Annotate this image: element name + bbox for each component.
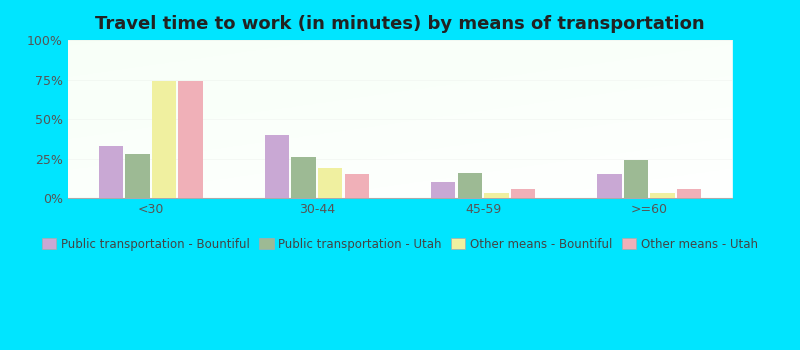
Bar <box>98 146 123 198</box>
Bar <box>484 193 509 198</box>
Bar <box>624 160 648 198</box>
Bar <box>598 174 622 198</box>
Bar <box>178 81 202 198</box>
Bar <box>677 189 702 198</box>
Bar <box>152 81 176 198</box>
Bar <box>458 173 482 198</box>
Bar <box>484 193 509 198</box>
Bar <box>431 182 455 198</box>
Bar <box>598 174 622 198</box>
Bar <box>458 173 482 198</box>
Legend: Public transportation - Bountiful, Public transportation - Utah, Other means - B: Public transportation - Bountiful, Publi… <box>38 233 762 256</box>
Bar <box>318 168 342 198</box>
Bar <box>98 146 123 198</box>
Bar <box>650 193 675 198</box>
Bar <box>624 160 648 198</box>
Bar <box>265 135 290 198</box>
Bar <box>510 189 535 198</box>
Bar <box>510 189 535 198</box>
Bar <box>125 154 150 198</box>
Bar <box>650 193 675 198</box>
Bar <box>677 189 702 198</box>
Bar <box>152 81 176 198</box>
Bar <box>178 81 202 198</box>
Bar <box>345 174 369 198</box>
Bar <box>345 174 369 198</box>
Bar <box>125 154 150 198</box>
Bar <box>318 168 342 198</box>
Bar <box>431 182 455 198</box>
Bar <box>291 157 316 198</box>
Bar <box>291 157 316 198</box>
Title: Travel time to work (in minutes) by means of transportation: Travel time to work (in minutes) by mean… <box>95 15 705 33</box>
Bar <box>265 135 290 198</box>
